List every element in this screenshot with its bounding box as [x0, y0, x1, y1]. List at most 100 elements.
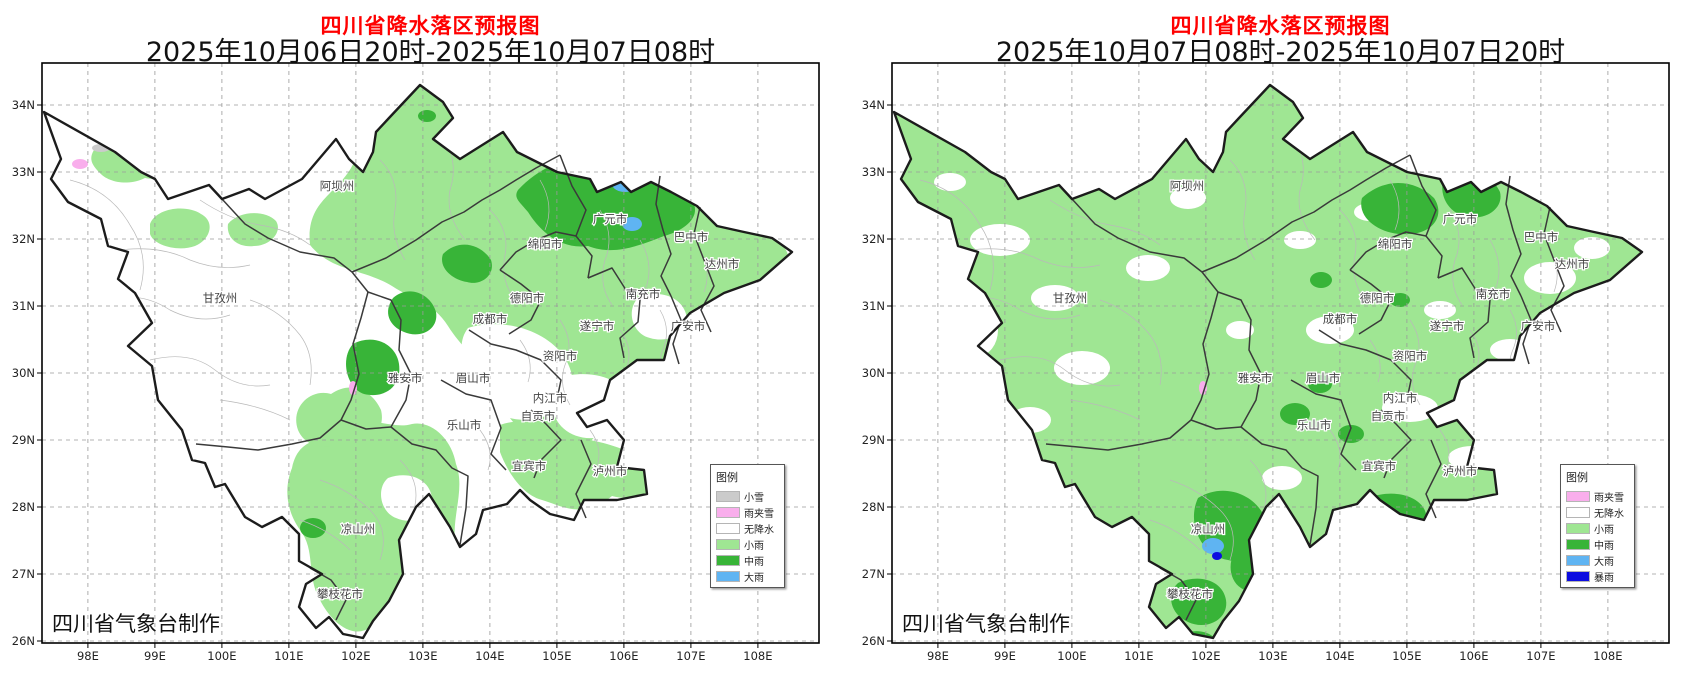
legend-label: 小雨 [1594, 524, 1614, 536]
city-label: 乐山市 [1297, 418, 1332, 432]
city-label: 雅安市 [1238, 371, 1273, 385]
legend-label: 中雨 [1594, 540, 1614, 552]
legend-item: 大雨 [1566, 552, 1630, 568]
lat-tick-label: 27N [862, 567, 885, 581]
legend-swatch-sleet [716, 506, 740, 518]
lat-tick-label: 34N [12, 98, 35, 112]
lat-tick-label: 29N [12, 433, 35, 447]
page-title: 四川省降水落区预报图 [1170, 14, 1391, 38]
city-label: 资阳市 [1393, 349, 1428, 363]
city-label: 攀枝花市 [1167, 587, 1213, 601]
city-label: 巴中市 [674, 230, 709, 244]
legend-label: 中雨 [744, 556, 764, 568]
lon-tick-label: 105E [542, 649, 571, 663]
city-label: 遂宁市 [1430, 319, 1465, 333]
legend-item: 无降水 [1566, 504, 1630, 520]
rain-area-moderate [1230, 541, 1282, 593]
city-label: 凉山州 [1191, 522, 1226, 536]
lat-tick-label: 34N [862, 98, 885, 112]
lon-tick-label: 107E [676, 649, 705, 663]
lon-tick-label: 102E [1191, 649, 1220, 663]
legend-swatch-none [716, 522, 740, 534]
city-label: 南充市 [626, 287, 661, 301]
city-label: 自贡市 [521, 409, 556, 423]
lon-tick-label: 104E [475, 649, 504, 663]
city-label: 绵阳市 [1378, 237, 1413, 251]
legend-title: 图例 [1566, 471, 1588, 484]
legend-items: 雨夹雪无降水小雨中雨 大雨 暴雨 [1566, 488, 1630, 584]
city-label: 德阳市 [510, 291, 545, 305]
city-label: 广元市 [593, 212, 628, 226]
legend-swatch-snow [716, 490, 740, 502]
city-label: 绵阳市 [528, 237, 563, 251]
legend-swatch-heavy [1566, 554, 1590, 566]
city-label: 内江市 [1383, 391, 1418, 405]
city-label: 成都市 [473, 312, 508, 326]
rain-area-moderate [1361, 182, 1439, 235]
legend-swatch-moderate [716, 554, 740, 566]
rain-area-none [461, 324, 573, 420]
forecast-period: 2025年10月07日08时-2025年10月07日20时 [995, 37, 1566, 68]
map-frame [41, 62, 820, 644]
legend-label: 雨夹雪 [1594, 492, 1624, 504]
grid-layer [42, 63, 819, 643]
grid-layer [892, 63, 1669, 643]
rain-patches-layer [894, 85, 1642, 638]
lon-tick-label: 108E [1593, 649, 1622, 663]
city-label: 泸州市 [1443, 464, 1478, 478]
city-label: 眉山市 [1306, 371, 1341, 385]
legend-label: 大雨 [744, 572, 764, 584]
lon-tick-label: 98E [927, 649, 949, 663]
legend-swatch-light [1566, 522, 1590, 534]
city-label: 凉山州 [341, 522, 376, 536]
legend-label: 无降水 [1594, 508, 1624, 520]
rain-area-moderate [442, 244, 492, 283]
city-label: 内江市 [533, 391, 568, 405]
city-label: 广安市 [1521, 319, 1556, 333]
legend-item: 小雨 [1566, 520, 1630, 536]
city-label: 乐山市 [447, 418, 482, 432]
lon-tick-label: 100E [1057, 649, 1086, 663]
rain-area-moderate [346, 339, 400, 396]
legend-item: 无降水 [716, 520, 780, 536]
lon-tick-label: 102E [341, 649, 370, 663]
rain-area-storm [1212, 552, 1222, 560]
rain-area-light [894, 85, 1642, 638]
lat-tick-label: 31N [862, 299, 885, 313]
rain-area-light [227, 213, 278, 247]
rain-area-light [296, 387, 382, 447]
legend-item: 暴雨 [1566, 568, 1630, 584]
city-label: 遂宁市 [580, 319, 615, 333]
lat-tick-label: 32N [862, 232, 885, 246]
city-label: 攀枝花市 [317, 587, 363, 601]
legend-item: 中雨 [716, 552, 780, 568]
city-label: 宜宾市 [512, 459, 547, 473]
city-label: 达州市 [705, 257, 740, 271]
rain-area-none [552, 374, 635, 439]
legend-label: 无降水 [744, 524, 774, 536]
lon-tick-label: 103E [408, 649, 437, 663]
lat-tick-label: 32N [12, 232, 35, 246]
city-label: 阿坝州 [1170, 179, 1205, 193]
precipitation-map: 98E 99E 100E 101E 102E 103E 104E 105E 106E 107E 10… [862, 62, 1670, 663]
rain-area-light [500, 421, 654, 510]
city-label: 资阳市 [543, 349, 578, 363]
city-label: 甘孜州 [1053, 291, 1088, 305]
legend-swatch-none [1566, 506, 1590, 518]
city-label: 眉山市 [456, 371, 491, 385]
lon-tick-label: 107E [1526, 649, 1555, 663]
legend-swatch-moderate [1566, 538, 1590, 550]
page-title: 四川省降水落区预报图 [320, 14, 541, 38]
lat-tick-label: 28N [862, 500, 885, 514]
lat-tick-label: 26N [862, 634, 885, 648]
legend-item: 中雨 [1566, 536, 1630, 552]
legend-item: 小雨 [716, 536, 780, 552]
lon-tick-label: 99E [144, 649, 166, 663]
city-label: 甘孜州 [203, 291, 238, 305]
legend-item: 大雨 [716, 568, 780, 584]
legend-swatch-sleet [1566, 490, 1590, 502]
forecast-panel-right: 四川省降水落区预报图 2025年10月07日08时-2025年10月07日20时… [850, 0, 1700, 678]
lon-tick-label: 106E [609, 649, 638, 663]
lon-tick-label: 101E [274, 649, 303, 663]
